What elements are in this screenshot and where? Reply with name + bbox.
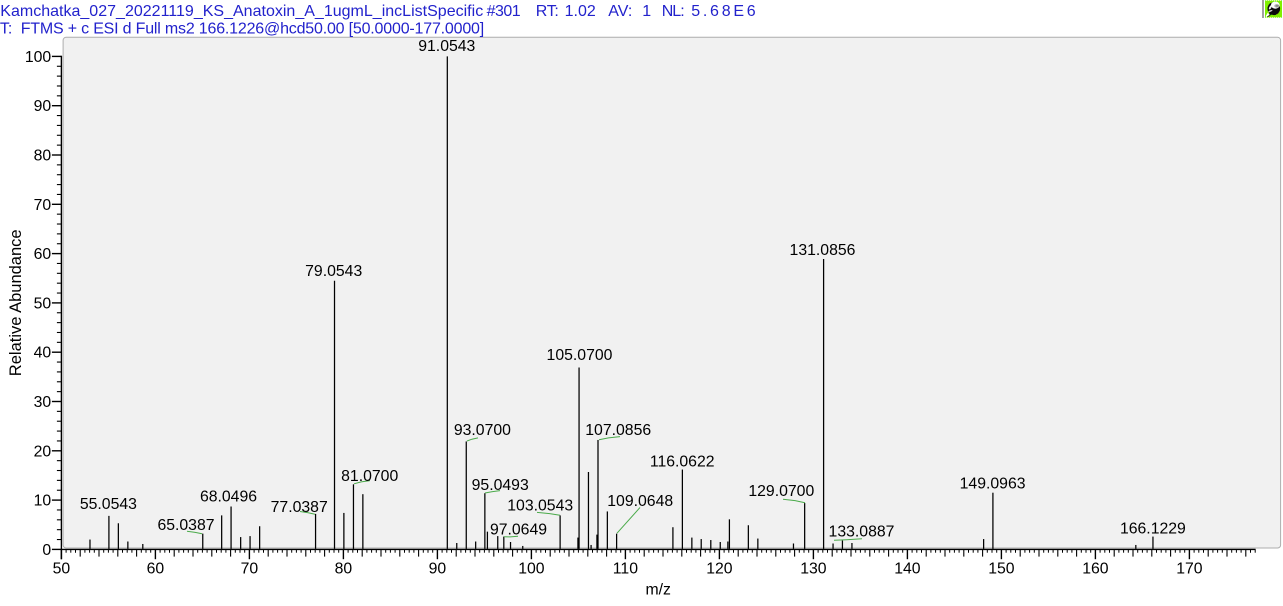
svg-text:50: 50 [53,561,71,578]
svg-text:90: 90 [34,98,52,115]
svg-text:140: 140 [894,561,921,578]
svg-text:90: 90 [429,561,447,578]
svg-text:109.0648: 109.0648 [607,493,673,510]
svg-text:103.0543: 103.0543 [507,497,573,514]
svg-text:AV:: AV: [608,3,632,20]
svg-text:60: 60 [147,561,165,578]
svg-text:116.0622: 116.0622 [650,454,715,471]
svg-text:95.0493: 95.0493 [472,477,529,494]
svg-text:97.0649: 97.0649 [490,522,547,539]
svg-text:105.0700: 105.0700 [547,347,613,364]
svg-text:30: 30 [34,394,52,411]
svg-text:T:: T: [0,21,12,38]
svg-text:m/z: m/z [645,582,671,599]
svg-text:NL:: NL: [662,3,685,20]
svg-text:0: 0 [42,542,51,559]
svg-text:40: 40 [34,345,52,362]
svg-text:70: 70 [34,197,52,214]
svg-text:60: 60 [34,246,52,263]
svg-text:160: 160 [1082,561,1109,578]
svg-text:170: 170 [1176,561,1203,578]
svg-text:10: 10 [34,493,52,510]
svg-text:149.0963: 149.0963 [960,475,1026,492]
svg-text:Kamchatka_027_20221119_KS_Anat: Kamchatka_027_20221119_KS_Anatoxin_A_1ug… [0,3,483,20]
svg-text:79.0543: 79.0543 [305,263,362,280]
svg-text:80: 80 [34,148,52,165]
svg-text:FTMS + c ESI d Full ms2 166.12: FTMS + c ESI d Full ms2 166.1226@hcd50.0… [21,21,485,38]
svg-text:150: 150 [988,561,1015,578]
svg-text:5.68E6: 5.68E6 [691,3,756,20]
svg-text:Relative Abundance: Relative Abundance [7,229,25,376]
svg-text:68.0496: 68.0496 [200,489,257,506]
svg-text:55.0543: 55.0543 [80,496,137,513]
svg-text:50: 50 [34,295,52,312]
svg-text:166.1229: 166.1229 [1120,521,1186,538]
svg-text:133.0887: 133.0887 [829,524,895,541]
svg-text:RT:: RT: [536,3,559,20]
svg-text:110: 110 [613,561,638,578]
svg-text:93.0700: 93.0700 [454,422,511,439]
svg-text:81.0700: 81.0700 [341,468,398,485]
svg-text:107.0856: 107.0856 [585,422,651,439]
svg-text:131.0856: 131.0856 [790,242,856,259]
svg-text:20: 20 [34,443,52,460]
svg-text:129.0700: 129.0700 [748,483,814,500]
svg-text:91.0543: 91.0543 [418,38,475,55]
svg-text:80: 80 [335,561,353,578]
svg-text:#301: #301 [487,3,521,20]
svg-text:65.0387: 65.0387 [157,517,214,534]
svg-text:120: 120 [706,561,733,578]
svg-text:130: 130 [800,561,827,578]
svg-text:70: 70 [241,561,259,578]
svg-text:77.0387: 77.0387 [271,499,328,516]
svg-text:100: 100 [518,561,545,578]
svg-text:1: 1 [642,3,651,20]
svg-text:1.02: 1.02 [565,3,596,20]
svg-text:100: 100 [25,49,52,66]
